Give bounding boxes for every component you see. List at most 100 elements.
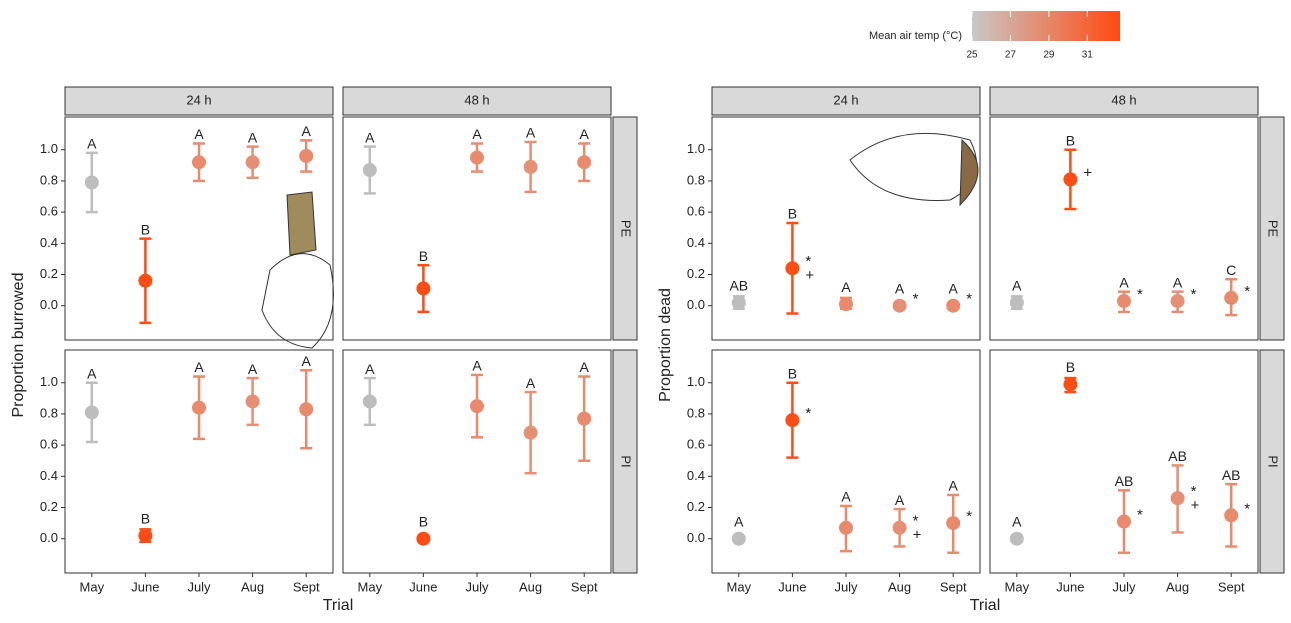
y-tick-label: 0.6 xyxy=(687,204,705,219)
strip xyxy=(989,86,1259,116)
letter-label: A xyxy=(87,136,97,152)
mean-point xyxy=(946,298,961,313)
signif-symbol: * xyxy=(1244,283,1250,300)
mean-point xyxy=(1009,295,1024,310)
x-tick-label: Aug xyxy=(888,579,911,594)
legend-colorbar xyxy=(972,11,1120,41)
x-tick-label: July xyxy=(1112,579,1136,594)
y-tick-label: 0.4 xyxy=(40,235,58,250)
mean-point xyxy=(577,155,592,170)
letter-label: A xyxy=(194,359,204,375)
x-tick-label: June xyxy=(131,579,159,594)
y-tick-label: 0.0 xyxy=(40,297,58,312)
signif-symbol: + xyxy=(1083,164,1092,181)
signif-symbol: + xyxy=(1191,497,1200,514)
x-axis-label: Trial xyxy=(323,597,354,614)
letter-label: B xyxy=(419,513,428,529)
letter-label: A xyxy=(302,123,312,139)
letter-label: A xyxy=(87,365,97,381)
mean-point xyxy=(245,155,260,170)
y-axis-label: Proportion dead xyxy=(657,288,674,402)
legend-tick-label: 27 xyxy=(1005,50,1017,61)
mean-point xyxy=(1063,377,1078,392)
y-axis-label: Proportion burrowed xyxy=(10,273,27,418)
y-tick-label: 0.0 xyxy=(687,530,705,545)
x-tick-label: Sept xyxy=(1218,579,1245,594)
y-tick-label: 1.0 xyxy=(687,374,705,389)
strip xyxy=(1259,349,1285,574)
letter-label: A xyxy=(526,375,536,391)
y-tick-label: 0.4 xyxy=(687,468,705,483)
x-tick-label: Sept xyxy=(940,579,967,594)
strip-label: PE xyxy=(619,220,634,238)
letter-label: A xyxy=(365,361,375,377)
x-tick-label: June xyxy=(409,579,437,594)
legend-title: Mean air temp (°C) xyxy=(869,30,962,42)
mean-point xyxy=(416,531,431,546)
x-tick-label: Sept xyxy=(571,579,598,594)
mean-point xyxy=(1224,290,1239,305)
strip xyxy=(64,86,334,116)
signif-symbol: * xyxy=(913,513,919,530)
signif-symbol: * xyxy=(913,291,919,308)
panel xyxy=(989,116,1259,341)
x-tick-label: Sept xyxy=(293,579,320,594)
letter-label: A xyxy=(841,279,851,295)
mean-point xyxy=(299,148,314,163)
legend-tick-label: 31 xyxy=(1082,50,1094,61)
strip xyxy=(1259,116,1285,341)
mean-point xyxy=(839,520,853,535)
strip-label: 24 h xyxy=(833,92,858,107)
letter-label: A xyxy=(895,492,905,508)
strip-label: PI xyxy=(619,455,634,467)
x-tick-label: June xyxy=(778,579,806,594)
letter-label: B xyxy=(788,206,797,222)
letter-label: B xyxy=(141,510,150,526)
y-tick-label: 0.8 xyxy=(40,405,58,420)
mean-point xyxy=(245,394,260,409)
signif-symbol: * xyxy=(966,508,972,525)
panel xyxy=(342,349,612,574)
x-tick-label: July xyxy=(834,579,858,594)
y-tick-label: 0.6 xyxy=(40,437,58,452)
signif-symbol: * xyxy=(1244,500,1250,517)
y-tick-label: 0.2 xyxy=(40,266,58,281)
mean-point xyxy=(1009,531,1024,546)
strip xyxy=(612,349,638,574)
mean-point xyxy=(523,425,538,440)
y-tick-label: 0.2 xyxy=(40,499,58,514)
mean-point xyxy=(362,163,377,178)
mean-point xyxy=(138,273,153,288)
mean-point xyxy=(839,297,853,312)
letter-label: A xyxy=(1012,277,1022,293)
y-tick-label: 0.8 xyxy=(687,405,705,420)
letter-label: A xyxy=(580,126,590,142)
mean-point xyxy=(299,402,314,417)
signif-symbol: + xyxy=(805,267,814,284)
letter-label: A xyxy=(1119,274,1129,290)
x-tick-label: Aug xyxy=(519,579,542,594)
x-tick-label: May xyxy=(80,579,105,594)
mean-point xyxy=(523,159,538,174)
panel xyxy=(64,349,334,574)
letter-label: A xyxy=(1173,274,1183,290)
letter-label: A xyxy=(841,489,851,505)
letter-label: A xyxy=(734,513,744,529)
mean-point xyxy=(1170,491,1185,506)
letter-label: A xyxy=(580,359,590,375)
y-tick-label: 0.6 xyxy=(40,204,58,219)
letter-label: A xyxy=(949,280,959,296)
letter-label: AB xyxy=(1222,467,1241,483)
letter-label: A xyxy=(302,353,312,369)
letter-label: AB xyxy=(729,277,748,293)
y-tick-label: 0.4 xyxy=(40,468,58,483)
letter-label: A xyxy=(472,358,482,374)
x-tick-label: May xyxy=(1005,579,1030,594)
signif-symbol: * xyxy=(1191,483,1197,500)
y-tick-label: 0.2 xyxy=(687,499,705,514)
y-tick-label: 0.8 xyxy=(40,172,58,187)
letter-label: A xyxy=(248,129,258,145)
mean-point xyxy=(416,281,431,296)
mean-point xyxy=(84,405,99,420)
